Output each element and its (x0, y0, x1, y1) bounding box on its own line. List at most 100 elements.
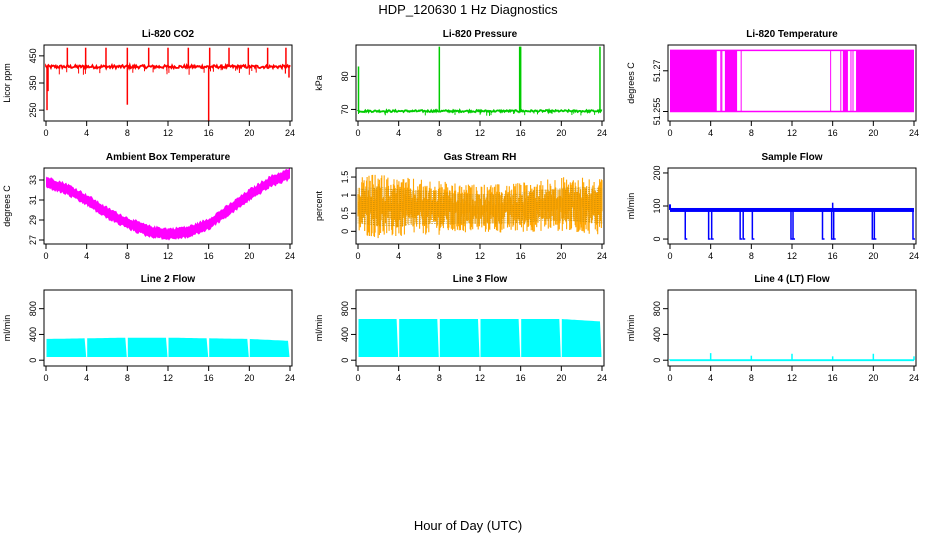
series-drop (821, 209, 825, 240)
y-axis-label: ml/min (2, 315, 12, 342)
data-layer (669, 202, 915, 240)
x-tick-label: 4 (708, 251, 713, 261)
x-tick-label: 0 (667, 373, 672, 383)
x-tick-label: 4 (708, 373, 713, 383)
y-tick-label: 800 (340, 301, 350, 316)
x-tick-label: 0 (355, 373, 360, 383)
panel-title: Line 2 Flow (141, 274, 196, 285)
y-tick-label: 800 (28, 301, 38, 316)
y-tick-label: 800 (652, 301, 662, 316)
y-axis-label: ml/min (626, 193, 636, 220)
x-tick-label: 12 (475, 251, 485, 261)
y-tick-label: 80 (340, 71, 350, 81)
series-drop (684, 209, 688, 240)
x-tick-label: 0 (43, 251, 48, 261)
series-drop (792, 209, 796, 240)
y-tick-label: 29 (28, 215, 38, 225)
x-tick-label: 4 (396, 373, 401, 383)
data-layer (358, 319, 602, 357)
series-drop (742, 209, 746, 240)
data-layer (670, 49, 914, 113)
series-noise (46, 66, 286, 75)
panel-title: Line 3 Flow (453, 274, 508, 285)
x-tick-label: 0 (667, 128, 672, 138)
y-tick-label: 450 (28, 48, 38, 63)
data-layer (45, 47, 291, 121)
y-tick-label: 400 (340, 327, 350, 342)
x-tick-label: 8 (125, 373, 130, 383)
data-layer (357, 174, 603, 239)
x-tick-label: 24 (285, 251, 295, 261)
panel-title: Li-820 Pressure (443, 29, 518, 40)
series-block (358, 319, 399, 357)
panel-7: Line 2 Flow 0 4 8 12 16 20 24 0 400 800 ml/min (2, 274, 295, 383)
series-drop (707, 209, 711, 240)
x-tick-label: 24 (597, 251, 607, 261)
x-tick-label: 16 (828, 251, 838, 261)
x-tick-label: 12 (787, 128, 797, 138)
series-drop (912, 209, 915, 240)
y-tick-label: 350 (28, 75, 38, 90)
x-tick-label: 16 (516, 251, 526, 261)
x-tick-label: 20 (244, 251, 254, 261)
y-tick-label: 0 (28, 358, 38, 363)
x-tick-label: 8 (125, 128, 130, 138)
x-tick-label: 16 (204, 373, 214, 383)
x-tick-label: 0 (43, 373, 48, 383)
x-tick-label: 16 (204, 128, 214, 138)
series-noise (358, 111, 596, 116)
x-tick-label: 0 (43, 128, 48, 138)
y-axis-label: degrees C (626, 62, 636, 104)
data-layer (46, 168, 290, 241)
y-tick-label: 27 (28, 235, 38, 245)
series-block (46, 338, 87, 357)
series-drop (710, 209, 714, 240)
x-tick-label: 24 (285, 373, 295, 383)
x-tick-label: 4 (396, 128, 401, 138)
x-tick-label: 8 (125, 251, 130, 261)
x-tick-label: 8 (749, 128, 754, 138)
panel-title: Ambient Box Temperature (106, 152, 231, 163)
x-tick-label: 16 (828, 128, 838, 138)
y-axis-label: ml/min (626, 315, 636, 342)
x-tick-label: 20 (556, 373, 566, 383)
y-tick-label: 51.27 (652, 60, 662, 83)
x-tick-label: 24 (285, 128, 295, 138)
series-block (439, 319, 480, 357)
y-tick-label: 70 (340, 104, 350, 114)
oscillation-band (856, 50, 914, 112)
panel-title: Gas Stream RH (444, 152, 517, 163)
x-tick-label: 20 (244, 128, 254, 138)
x-tick-label: 20 (556, 128, 566, 138)
series-noise-dark (357, 186, 603, 227)
y-tick-label: 51.255 (652, 98, 662, 126)
x-tick-label: 12 (163, 251, 173, 261)
x-tick-label: 24 (909, 251, 919, 261)
x-tick-label: 24 (597, 373, 607, 383)
panel-6: Sample Flow 0 4 8 12 16 20 24 0 100 200 ml/min (626, 152, 919, 261)
panel-title: Li-820 CO2 (142, 29, 195, 40)
y-tick-label: 0 (340, 358, 350, 363)
x-tick-label: 0 (355, 251, 360, 261)
x-tick-label: 20 (868, 128, 878, 138)
series-band (46, 168, 290, 241)
panel-3: Li-820 Temperature 0 4 8 12 16 20 24 51.255 51.27… (626, 29, 919, 138)
series-block (480, 319, 521, 357)
series-block (249, 339, 290, 357)
plot-frame (667, 167, 917, 245)
series-drop (751, 209, 755, 240)
panel-4: Ambient Box Temperature 0 4 8 12 16 20 24 27 29 31… (2, 152, 295, 261)
x-tick-label: 4 (396, 251, 401, 261)
figure-x-axis-label: Hour of Day (UTC) (413, 518, 523, 533)
panel-title: Line 4 (LT) Flow (754, 274, 830, 285)
x-tick-label: 24 (909, 373, 919, 383)
y-tick-label: 0.5 (340, 207, 350, 220)
series-block (127, 337, 168, 357)
x-tick-label: 0 (667, 251, 672, 261)
figure-title: HDP_120630 1 Hz Diagnostics (378, 2, 558, 17)
x-tick-label: 16 (516, 373, 526, 383)
x-tick-label: 24 (597, 128, 607, 138)
oscillation-band (670, 50, 717, 112)
y-tick-label: 0 (340, 229, 350, 234)
series-block (399, 319, 439, 357)
